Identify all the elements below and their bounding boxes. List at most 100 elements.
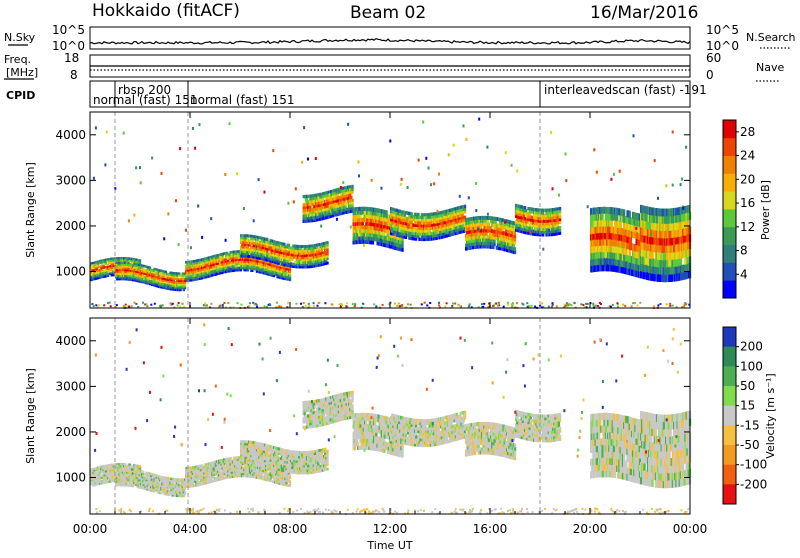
- echo-cell: [307, 195, 309, 198]
- echo-cell: [358, 236, 360, 240]
- echo-cell: [401, 244, 403, 248]
- echo-cell: [638, 258, 640, 265]
- echo-cell: [618, 247, 620, 254]
- echo-cell: [613, 265, 615, 272]
- freq-panel: Freq. [MHz] 18 8 60 0 Nave: [4, 51, 784, 82]
- echo-cell: [654, 237, 656, 245]
- echo-cell: [641, 213, 643, 221]
- echo-cell: [666, 252, 668, 260]
- echo-cell: [161, 270, 163, 272]
- echo-cell: [659, 274, 661, 282]
- echo-cell: [288, 244, 290, 247]
- echo-cell: [651, 251, 653, 259]
- echo-cell: [618, 234, 620, 241]
- noise-tick-top-right: 10^5: [706, 23, 739, 37]
- echo-cell: [514, 231, 516, 235]
- echo-cell: [401, 248, 403, 252]
- echo-cell: [675, 259, 677, 267]
- echo-cell: [611, 226, 613, 233]
- echo-cell: [464, 205, 466, 208]
- noise-panel-frame: [90, 27, 690, 49]
- echo-cell: [363, 232, 365, 236]
- freq-tick-top: 18: [64, 51, 79, 65]
- echo-cell: [386, 210, 388, 214]
- echo-cell: [157, 269, 159, 271]
- echo-cell: [665, 274, 667, 282]
- echo-cell: [623, 209, 625, 216]
- echo-cell: [248, 255, 250, 258]
- echo-cell: [646, 265, 648, 273]
- echo-cell: [654, 274, 656, 282]
- echo-cell: [470, 246, 472, 250]
- noise-right-label: N.Search: [746, 31, 796, 44]
- echo-cell: [401, 240, 403, 244]
- nave-label: Nave: [756, 61, 784, 74]
- echo-cell: [226, 252, 228, 255]
- echo-cell: [514, 247, 516, 251]
- echo-cell: [643, 235, 645, 243]
- echo-cell: [629, 211, 631, 218]
- echo-cell: [351, 199, 353, 202]
- echo-cell: [392, 208, 394, 211]
- echo-cell: [559, 207, 561, 210]
- echo-cell: [657, 230, 659, 238]
- echo-cell: [613, 214, 615, 221]
- echo-cell: [515, 204, 517, 207]
- echo-cell: [559, 226, 561, 229]
- station-title: Hokkaido (fitACF): [92, 1, 240, 21]
- echo-cell: [625, 248, 627, 255]
- date-title: 16/Mar/2016: [590, 3, 698, 23]
- echo-cell: [446, 234, 448, 237]
- echo-cell: [629, 249, 631, 256]
- echo-cell: [601, 213, 603, 220]
- echo-cell: [267, 241, 269, 244]
- echo-cell: [675, 266, 677, 274]
- echo-cell: [362, 221, 364, 225]
- echo-cell: [651, 237, 653, 245]
- echo-cell: [488, 223, 490, 227]
- echo-cell: [356, 233, 358, 237]
- echo-cell: [121, 262, 123, 264]
- echo-cell: [399, 210, 401, 213]
- echo-cell: [616, 214, 618, 221]
- echo-cell: [659, 238, 661, 246]
- cpid-label: CPID: [6, 89, 35, 102]
- echo-cell: [273, 240, 275, 243]
- echo-cell: [623, 229, 625, 236]
- freq-tick-bottom: 8: [70, 68, 78, 82]
- echo-cell: [647, 250, 649, 258]
- echo-cell: [600, 207, 602, 214]
- nave-tick-top: 60: [706, 51, 721, 65]
- echo-cell: [636, 257, 638, 264]
- noise-left-label: N.Sky: [4, 31, 36, 44]
- echo-cell: [604, 239, 606, 246]
- echo-cell: [595, 220, 597, 227]
- echo-cell: [606, 258, 608, 265]
- echo-cell: [636, 238, 638, 245]
- echo-cell: [107, 264, 109, 266]
- echo-cell: [521, 205, 523, 208]
- echo-cell: [617, 221, 619, 228]
- cpid-panel: CPID normal (fast) 151 rbsp 200 normal (…: [6, 81, 707, 107]
- echo-cell: [531, 216, 533, 219]
- echo-cell: [625, 255, 627, 262]
- echo-cell: [628, 223, 630, 230]
- echo-cell: [668, 260, 670, 268]
- echo-cell: [604, 207, 606, 214]
- echo-cell: [351, 185, 353, 188]
- echo-cell: [643, 271, 645, 279]
- freq-label-1: Freq.: [4, 53, 31, 66]
- freq-label-2: [MHz]: [6, 66, 38, 79]
- echo-cell: [524, 206, 526, 209]
- echo-cell: [649, 222, 651, 230]
- echo-cell: [597, 252, 599, 259]
- echo-cell: [326, 241, 328, 244]
- echo-cell: [598, 245, 600, 252]
- echo-cell: [672, 230, 674, 238]
- cpid-entry-rbsp: rbsp 200: [118, 83, 171, 97]
- noise-trace: [90, 39, 690, 44]
- echo-cell: [658, 245, 660, 253]
- echo-cell: [595, 246, 597, 253]
- echo-cell: [362, 236, 364, 240]
